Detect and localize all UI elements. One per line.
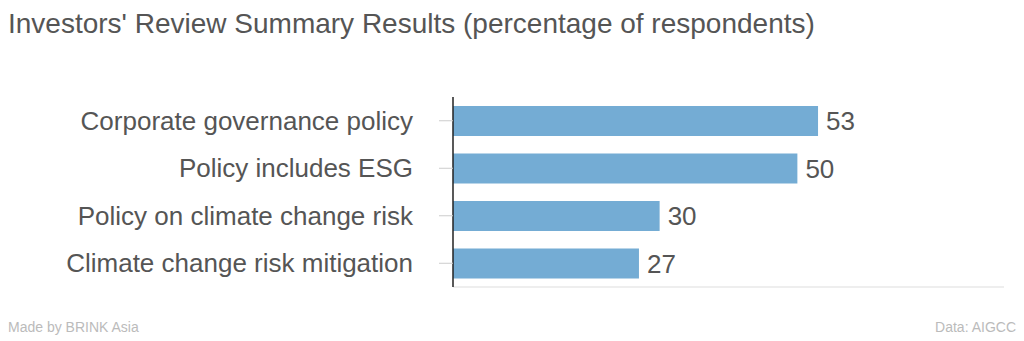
svg-text:Policy includes ESG: Policy includes ESG <box>179 153 413 183</box>
html-text:Data: AIGCC: Data: AIGCC <box>935 319 1016 335</box>
svg-text:27: 27 <box>647 249 676 279</box>
svg-text:Corporate governance policy: Corporate governance policy <box>81 106 413 136</box>
svg-text:30: 30 <box>668 201 697 231</box>
svg-text:Policy on climate change risk: Policy on climate change risk <box>78 201 414 231</box>
svg-text:50: 50 <box>805 154 834 184</box>
svg-text:Climate change risk mitigation: Climate change risk mitigation <box>66 248 413 278</box>
html-text:Made by BRINK Asia: Made by BRINK Asia <box>8 319 139 335</box>
html-text:Investors' Review Summary Resu: Investors' Review Summary Results (perce… <box>8 8 815 39</box>
svg-text:53: 53 <box>826 106 855 136</box>
